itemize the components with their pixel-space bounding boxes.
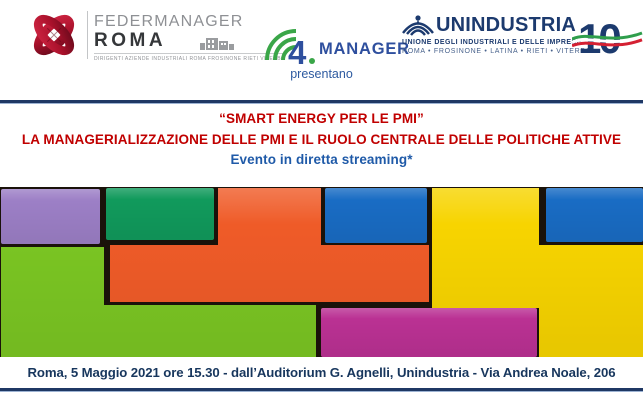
- event-date-location: Roma, 5 Maggio 2021 ore 15.30 - dall’Aud…: [27, 365, 616, 380]
- unindustria-territories: ROMA • FROSINONE • LATINA • RIETI • VITE…: [402, 47, 592, 55]
- block-piece-blue-square-right: [546, 188, 643, 242]
- event-title-line1: “SMART ENERGY PER LE PMI”: [219, 111, 424, 126]
- unindustria-wordmark: UNINDUSTRIA: [436, 14, 576, 36]
- event-streaming-note: Evento in diretta streaming*: [230, 152, 413, 167]
- event-title-line2: LA MANAGERIALIZZAZIONE DELLE PMI E IL RU…: [21, 131, 622, 147]
- presentano-text: presentano: [290, 67, 353, 81]
- unindustria-subtitle: UNIONE DEGLI INDUSTRIALI E DELLE IMPRESE: [402, 38, 582, 46]
- bottom-divider-rule: [0, 388, 643, 392]
- fourmanager-dot: [309, 58, 315, 64]
- top-divider-rule: [0, 100, 643, 104]
- italian-flag-ribbon-icon: [572, 31, 643, 48]
- block-piece-magenta-rectangle: [321, 308, 537, 357]
- block-piece-blue-square-left: [325, 188, 427, 243]
- fourmanager-wordmark: MANAGER: [319, 39, 410, 58]
- fourmanager-logo: 4 MANAGER: [262, 26, 410, 66]
- block-piece-purple-square: [1, 189, 100, 244]
- fourmanager-number: 4: [288, 34, 307, 66]
- federmanager-city: ROMA: [94, 30, 167, 51]
- unindustria-logo: UNINDUSTRIA UNIONE DEGLI INDUSTRIALI E D…: [402, 13, 643, 69]
- unindustria-anniversary-mark: 10: [572, 15, 643, 65]
- federmanager-wordmark: FEDERMANAGER: [94, 13, 244, 30]
- federmanager-tagline: DIRIGENTI AZIENDE INDUSTRIALI ROMA FROSI…: [94, 53, 286, 62]
- block-piece-green-rectangle: [106, 188, 214, 240]
- logo-divider: [87, 11, 88, 59]
- blocks-puzzle-photo: [0, 187, 643, 357]
- federmanager-knot-icon: [33, 14, 75, 56]
- fourmanager-signal-icon: 4: [265, 29, 315, 66]
- rome-building-icon: [200, 38, 235, 50]
- federmanager-roma-logo: FEDERMANAGER ROMA DIRIGENTI AZIENDE INDU…: [28, 7, 286, 65]
- unindustria-eagle-icon: [402, 15, 434, 36]
- event-title-block: “SMART ENERGY PER LE PMI” LA MANAGERIALI…: [0, 109, 643, 171]
